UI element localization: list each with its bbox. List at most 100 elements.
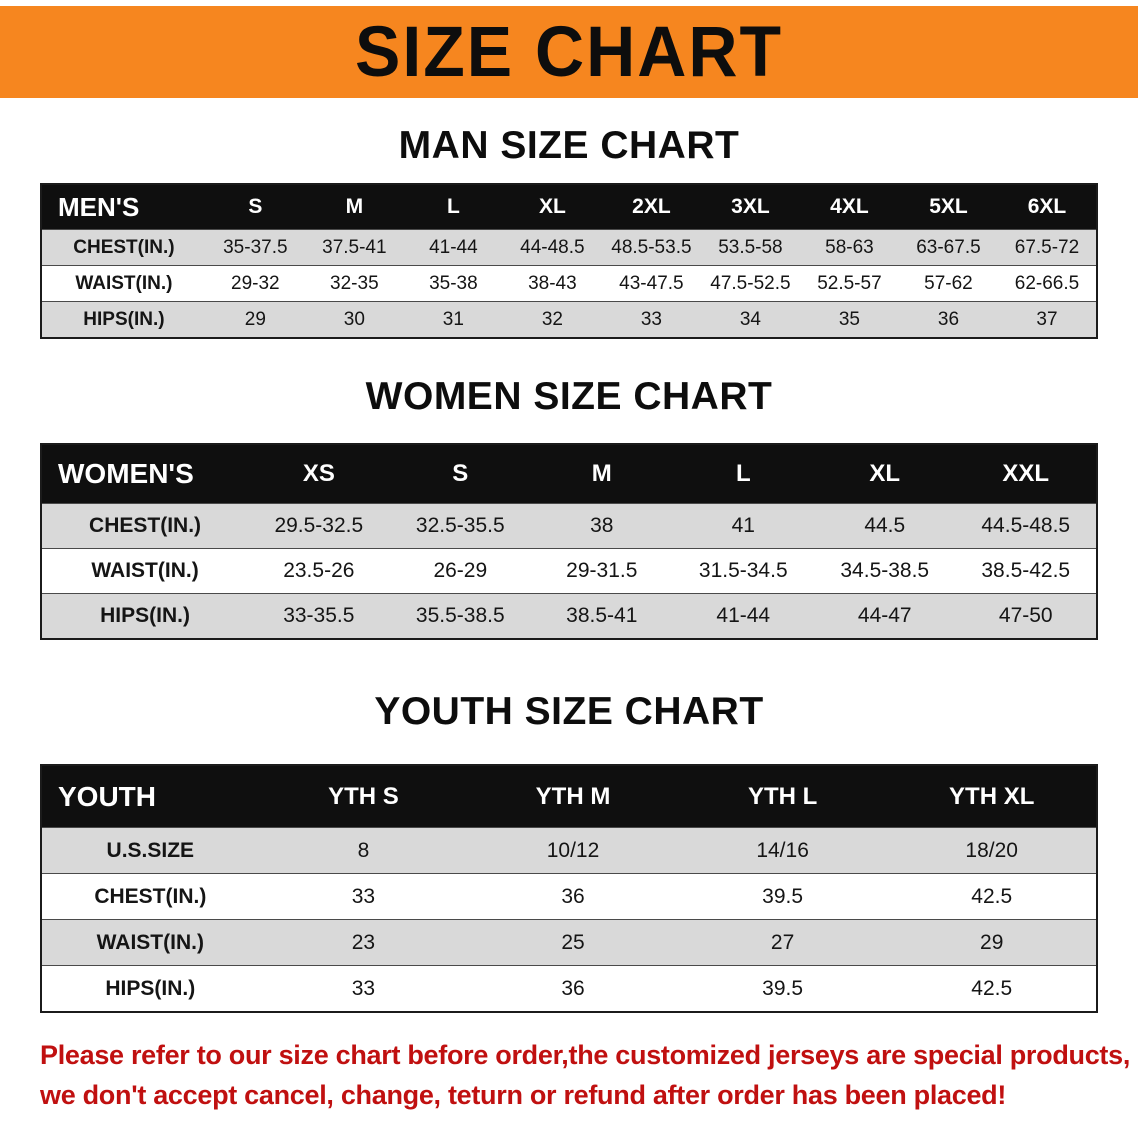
table-row: U.S.SIZE 8 10/12 14/16 18/20 bbox=[41, 827, 1097, 874]
size-value-cell: 25 bbox=[561, 930, 585, 954]
size-value-cell: 47.5-52.5 bbox=[710, 272, 791, 294]
table-body: CHEST(IN.) 29.5-32.5 32.5-35.5 38 41 44.5 44.5… bbox=[41, 503, 1097, 639]
size-value-cell: 38-43 bbox=[528, 272, 577, 294]
women-size-chart-section: WOMEN SIZE CHART WOMEN'S XS S M L XL XXL CHEST(… bbox=[0, 375, 1138, 640]
men-size-table: MEN'S S M L XL 2XL 3XL 4XL 5XL 6XL CHEST(IN.) 35-37… bbox=[40, 183, 1098, 339]
size-column-header: XL bbox=[869, 460, 901, 487]
table-row: CHEST(IN.) 35-37.5 37.5-41 41-44 44-48.5 48.5… bbox=[41, 229, 1097, 266]
size-column-header: XS bbox=[302, 460, 335, 487]
row-label-cell: CHEST(IN.) bbox=[89, 514, 202, 537]
size-value-cell: 32-35 bbox=[330, 272, 379, 294]
size-value-cell: 44.5 bbox=[864, 514, 906, 537]
size-column-header: 6XL bbox=[1027, 195, 1067, 218]
size-value-cell: 29-32 bbox=[231, 272, 280, 294]
size-value-cell: 33 bbox=[640, 308, 662, 330]
size-value-cell: 48.5-53.5 bbox=[611, 236, 692, 258]
size-value-cell: 26-29 bbox=[433, 559, 488, 582]
size-value-cell: 53.5-58 bbox=[718, 236, 783, 258]
size-column-header: YTH L bbox=[747, 782, 818, 810]
size-value-cell: 38 bbox=[590, 514, 614, 537]
table-header-row: YOUTH YTH S YTH M YTH L YTH XL bbox=[41, 765, 1097, 828]
youth-size-chart-section: YOUTH SIZE CHART YOUTH YTH S YTH M YTH L YTH… bbox=[0, 690, 1138, 1013]
youth-section-title: YOUTH SIZE CHART bbox=[374, 690, 764, 733]
size-value-cell: 41 bbox=[731, 514, 755, 537]
table-row: HIPS(IN.) 33-35.5 35.5-38.5 38.5-41 41-44 44-… bbox=[41, 593, 1097, 639]
size-value-cell: 43-47.5 bbox=[619, 272, 684, 294]
size-value-cell: 14/16 bbox=[756, 838, 809, 862]
size-value-cell: 31 bbox=[442, 308, 464, 330]
size-column-header: L bbox=[735, 460, 751, 487]
table-corner-label: MEN'S bbox=[58, 191, 140, 222]
size-value-cell: 27 bbox=[770, 930, 795, 954]
size-value-cell: 42.5 bbox=[971, 884, 1013, 908]
size-value-cell: 57-62 bbox=[924, 272, 973, 294]
men-section-title: MAN SIZE CHART bbox=[398, 124, 740, 167]
size-value-cell: 29 bbox=[980, 930, 1004, 954]
size-column-header: 4XL bbox=[830, 195, 869, 218]
size-value-cell: 33-35.5 bbox=[283, 604, 355, 627]
size-value-cell: 34 bbox=[739, 308, 761, 330]
row-label-cell: CHEST(IN.) bbox=[94, 884, 207, 908]
table-corner-label: WOMEN'S bbox=[58, 458, 194, 489]
table-row: WAIST(IN.) 23.5-26 26-29 29-31.5 31.5-34.5 34… bbox=[41, 548, 1097, 594]
notice-line-2: we don't accept cancel, change, teturn o… bbox=[40, 1080, 1007, 1110]
size-value-cell: 52.5-57 bbox=[817, 272, 882, 294]
size-value-cell: 35-38 bbox=[429, 272, 478, 294]
size-value-cell: 38.5-41 bbox=[566, 604, 638, 627]
row-label-cell: WAIST(IN.) bbox=[91, 559, 199, 582]
table-row: HIPS(IN.) 29 30 31 32 33 34 35 36 37 bbox=[41, 301, 1097, 338]
table-corner-label: YOUTH bbox=[58, 780, 156, 812]
table-body: U.S.SIZE 8 10/12 14/16 18/20 CHEST(IN.) 33 36 39… bbox=[41, 827, 1097, 1012]
size-value-cell: 47-50 bbox=[998, 604, 1053, 627]
size-value-cell: 31.5-34.5 bbox=[698, 559, 788, 582]
men-size-chart-section: MAN SIZE CHART MEN'S S M L XL 2XL 3XL 4XL 5XL 6XL… bbox=[0, 124, 1138, 339]
table-head: MEN'S S M L XL 2XL 3XL 4XL 5XL 6XL bbox=[41, 184, 1097, 230]
size-column-header: 5XL bbox=[929, 195, 968, 218]
women-size-table: WOMEN'S XS S M L XL XXL CHEST(IN.) 29.5-32.5 32.5… bbox=[40, 443, 1098, 640]
banner: SIZE CHART bbox=[0, 6, 1138, 98]
size-value-cell: 29-31.5 bbox=[566, 559, 638, 582]
size-value-cell: 35 bbox=[838, 308, 860, 330]
size-value-cell: 38.5-42.5 bbox=[981, 559, 1071, 582]
size-value-cell: 36 bbox=[561, 884, 585, 908]
size-column-header: 2XL bbox=[632, 195, 671, 218]
table-body: CHEST(IN.) 35-37.5 37.5-41 41-44 44-48.5 48.5… bbox=[41, 229, 1097, 338]
size-value-cell: 58-63 bbox=[825, 236, 874, 258]
order-notice: Please refer to our size chart before or… bbox=[40, 1035, 1131, 1115]
size-value-cell: 34.5-38.5 bbox=[840, 559, 930, 582]
size-value-cell: 44-47 bbox=[857, 604, 912, 627]
table-row: WAIST(IN.) 29-32 32-35 35-38 38-43 43-47.5 47.… bbox=[41, 265, 1097, 302]
size-value-cell: 35.5-38.5 bbox=[415, 604, 505, 627]
notice-line-1: Please refer to our size chart before or… bbox=[40, 1040, 1131, 1070]
size-column-header: XL bbox=[538, 195, 566, 218]
table-header-row: WOMEN'S XS S M L XL XXL bbox=[41, 444, 1097, 504]
size-value-cell: 10/12 bbox=[546, 838, 600, 862]
row-label-cell: HIPS(IN.) bbox=[83, 308, 165, 330]
size-value-cell: 37.5-41 bbox=[322, 236, 387, 258]
size-value-cell: 23 bbox=[351, 930, 376, 954]
size-column-header: YTH M bbox=[535, 782, 611, 810]
size-value-cell: 36 bbox=[561, 976, 585, 1000]
page-title: SIZE CHART bbox=[355, 12, 783, 92]
size-column-header: YTH XL bbox=[949, 782, 1035, 810]
size-value-cell: 23.5-26 bbox=[283, 559, 355, 582]
size-column-header: S bbox=[248, 195, 263, 218]
table-row: WAIST(IN.) 23 25 27 29 bbox=[41, 919, 1097, 966]
size-value-cell: 33 bbox=[351, 976, 376, 1000]
size-column-header: S bbox=[452, 460, 469, 487]
size-value-cell: 67.5-72 bbox=[1014, 236, 1080, 258]
table-row: CHEST(IN.) 33 36 39.5 42.5 bbox=[41, 873, 1097, 920]
row-label-cell: CHEST(IN.) bbox=[73, 236, 175, 258]
table-header-row: MEN'S S M L XL 2XL 3XL 4XL 5XL 6XL bbox=[41, 184, 1097, 230]
women-section-title: WOMEN SIZE CHART bbox=[365, 375, 773, 418]
size-value-cell: 32.5-35.5 bbox=[415, 514, 505, 537]
size-value-cell: 44-48.5 bbox=[520, 236, 585, 258]
size-value-cell: 37 bbox=[1036, 308, 1058, 330]
size-value-cell: 42.5 bbox=[971, 976, 1013, 1000]
size-column-header: M bbox=[591, 460, 612, 487]
row-label-cell: WAIST(IN.) bbox=[96, 930, 204, 954]
size-value-cell: 63-67.5 bbox=[916, 236, 981, 258]
size-value-cell: 41-44 bbox=[429, 236, 478, 258]
size-column-header: XXL bbox=[1002, 460, 1050, 487]
